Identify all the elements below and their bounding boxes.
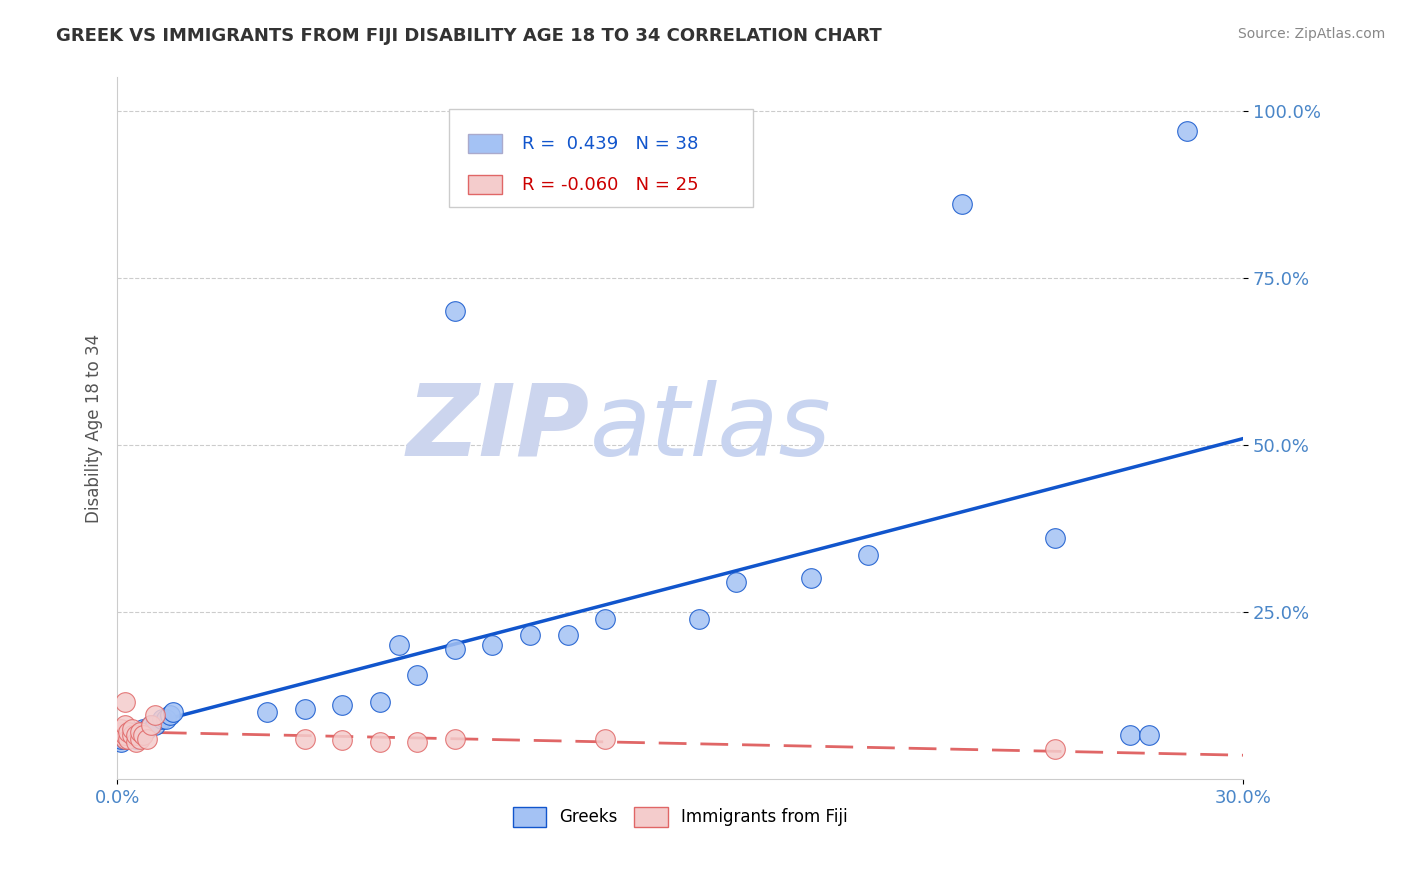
Greeks [444, 304, 467, 318]
Greeks [950, 197, 973, 211]
Immigrants from Fiji [444, 731, 467, 746]
Immigrants from Fiji [125, 735, 148, 749]
Immigrants from Fiji [125, 729, 148, 743]
Greeks [481, 638, 503, 652]
Immigrants from Fiji [294, 731, 316, 746]
Greeks [150, 712, 173, 726]
FancyBboxPatch shape [468, 175, 502, 194]
Greeks [121, 725, 143, 739]
Text: ZIP: ZIP [406, 380, 591, 476]
Immigrants from Fiji [593, 731, 616, 746]
Immigrants from Fiji [132, 729, 155, 743]
Greeks [1175, 124, 1198, 138]
Immigrants from Fiji [128, 725, 150, 739]
Greeks [114, 731, 136, 746]
Greeks [368, 695, 391, 709]
Greeks [121, 729, 143, 743]
Greeks [125, 725, 148, 739]
Immigrants from Fiji [136, 731, 159, 746]
Immigrants from Fiji [121, 729, 143, 743]
Greeks [1045, 532, 1067, 546]
Immigrants from Fiji [143, 708, 166, 723]
Greeks [519, 628, 541, 642]
Immigrants from Fiji [1045, 742, 1067, 756]
Greeks [159, 708, 181, 723]
Greeks [256, 705, 278, 719]
Greeks [114, 729, 136, 743]
Greeks [117, 729, 139, 743]
Greeks [593, 611, 616, 625]
Greeks [143, 718, 166, 732]
Immigrants from Fiji [330, 733, 353, 747]
Immigrants from Fiji [114, 729, 136, 743]
Greeks [406, 668, 429, 682]
Greeks [125, 731, 148, 746]
Text: Source: ZipAtlas.com: Source: ZipAtlas.com [1237, 27, 1385, 41]
Greeks [688, 611, 710, 625]
Greeks [725, 574, 748, 589]
Greeks [117, 731, 139, 746]
Greeks [110, 735, 132, 749]
Greeks [444, 641, 467, 656]
Immigrants from Fiji [117, 731, 139, 746]
Greeks [128, 729, 150, 743]
Text: atlas: atlas [591, 380, 831, 476]
Greeks [139, 718, 162, 732]
Greeks [388, 638, 411, 652]
Greeks [294, 702, 316, 716]
Text: R = -0.060   N = 25: R = -0.060 N = 25 [523, 177, 699, 194]
Immigrants from Fiji [139, 718, 162, 732]
Greeks [856, 548, 879, 562]
Immigrants from Fiji [110, 725, 132, 739]
Greeks [136, 722, 159, 736]
Immigrants from Fiji [368, 735, 391, 749]
Immigrants from Fiji [114, 731, 136, 746]
Greeks [110, 731, 132, 746]
Greeks [1119, 729, 1142, 743]
Text: GREEK VS IMMIGRANTS FROM FIJI DISABILITY AGE 18 TO 34 CORRELATION CHART: GREEK VS IMMIGRANTS FROM FIJI DISABILITY… [56, 27, 882, 45]
Immigrants from Fiji [117, 725, 139, 739]
Greeks [557, 628, 579, 642]
FancyBboxPatch shape [468, 134, 502, 153]
Greeks [1137, 729, 1160, 743]
Greeks [132, 722, 155, 736]
Greeks [330, 698, 353, 713]
Legend: Greeks, Immigrants from Fiji: Greeks, Immigrants from Fiji [506, 800, 855, 834]
Immigrants from Fiji [406, 735, 429, 749]
Immigrants from Fiji [114, 718, 136, 732]
Greeks [162, 705, 184, 719]
Greeks [800, 572, 823, 586]
Immigrants from Fiji [110, 729, 132, 743]
Y-axis label: Disability Age 18 to 34: Disability Age 18 to 34 [86, 334, 103, 523]
Greeks [114, 725, 136, 739]
Greeks [155, 712, 177, 726]
FancyBboxPatch shape [450, 109, 754, 207]
Immigrants from Fiji [110, 722, 132, 736]
Immigrants from Fiji [121, 722, 143, 736]
Text: R =  0.439   N = 38: R = 0.439 N = 38 [523, 136, 699, 153]
Immigrants from Fiji [114, 695, 136, 709]
Immigrants from Fiji [128, 731, 150, 746]
